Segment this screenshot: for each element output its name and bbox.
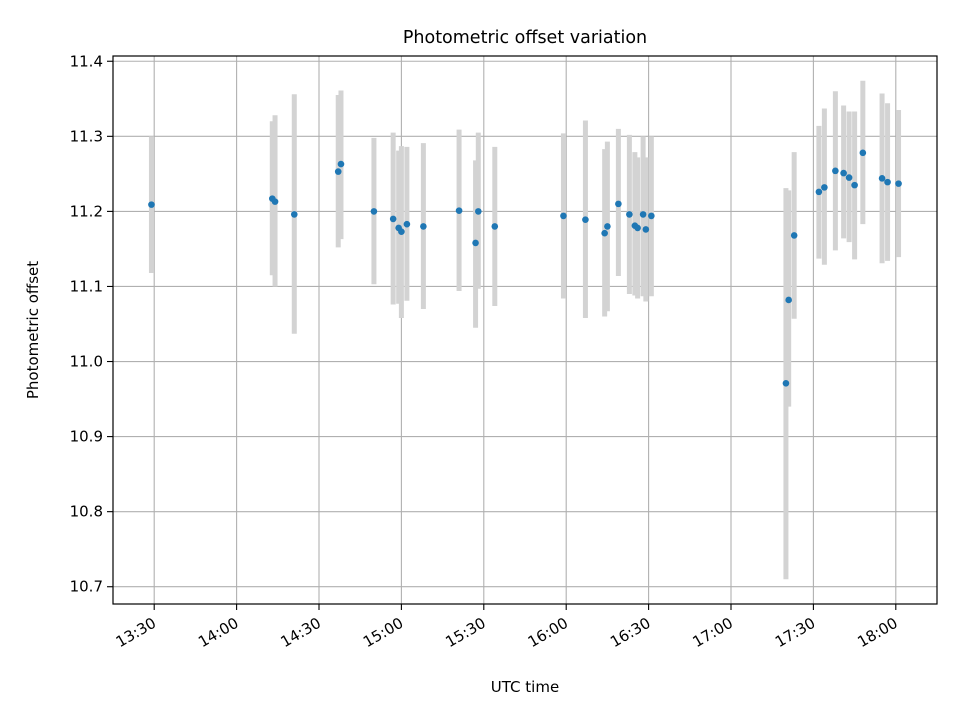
y-tick-label: 10.9 — [70, 428, 103, 446]
data-point — [626, 211, 633, 218]
data-point — [334, 168, 342, 175]
x-tick-label: 16:00 — [525, 614, 571, 651]
data-point — [845, 174, 853, 181]
y-axis-ticks: 10.7 10.8 10.9 11.0 11.1 11.2 11.3 11.4 — [70, 52, 113, 596]
data-point — [389, 215, 397, 223]
data-point — [639, 211, 647, 218]
x-tick-label: 14:00 — [195, 614, 241, 651]
data-point — [337, 160, 345, 168]
y-tick-label: 11.0 — [70, 353, 103, 371]
data-point — [815, 188, 823, 196]
data-point — [884, 178, 891, 186]
x-axis-label: UTC time — [491, 678, 559, 696]
data-point — [582, 216, 589, 223]
y-tick-label: 10.7 — [70, 578, 103, 596]
x-tick-label: 15:30 — [442, 614, 488, 651]
data-point — [455, 207, 463, 214]
data-point — [859, 149, 867, 157]
data-point — [832, 167, 839, 175]
data-point — [370, 208, 378, 215]
y-tick-label: 10.8 — [70, 503, 103, 521]
data-point — [601, 229, 608, 237]
data-point — [472, 239, 479, 247]
data-point — [895, 180, 902, 187]
error-bars — [148, 80, 902, 580]
x-axis-ticks: 13:30 14:00 14:30 15:00 15:30 16:00 16:30 17:00… — [113, 604, 901, 651]
data-point — [642, 226, 650, 233]
y-tick-label: 11.4 — [70, 52, 103, 70]
data-point — [851, 181, 858, 189]
x-tick-label: 14:30 — [278, 614, 324, 651]
x-tick-label: 18:00 — [854, 614, 900, 651]
data-points — [148, 149, 902, 387]
x-tick-label: 17:30 — [772, 614, 818, 651]
data-point — [785, 296, 792, 304]
data-point — [634, 224, 641, 232]
y-axis-label: Photometric offset — [24, 261, 42, 399]
x-tick-label: 17:00 — [690, 614, 736, 651]
data-point — [403, 220, 411, 228]
x-tick-label: 13:30 — [113, 614, 159, 651]
grid-lines — [113, 56, 937, 604]
data-point — [271, 198, 279, 205]
y-tick-label: 11.2 — [70, 202, 103, 220]
chart-title: Photometric offset variation — [403, 28, 647, 48]
data-point — [878, 175, 886, 182]
data-point — [840, 169, 847, 177]
data-point — [148, 201, 155, 208]
x-tick-label: 16:30 — [607, 614, 653, 651]
plot-frame — [112, 55, 938, 605]
data-point — [604, 223, 611, 230]
data-point — [290, 211, 298, 218]
data-point — [420, 223, 427, 230]
data-point — [398, 228, 405, 235]
x-tick-label: 15:00 — [360, 614, 406, 651]
data-point — [491, 223, 499, 230]
data-point — [648, 212, 655, 220]
data-point — [790, 232, 798, 239]
y-tick-label: 11.1 — [70, 277, 103, 295]
data-point — [560, 212, 567, 220]
data-point — [475, 208, 482, 215]
data-point — [821, 184, 828, 191]
y-tick-label: 11.3 — [70, 127, 103, 145]
data-point — [782, 379, 790, 387]
data-point — [615, 200, 622, 208]
